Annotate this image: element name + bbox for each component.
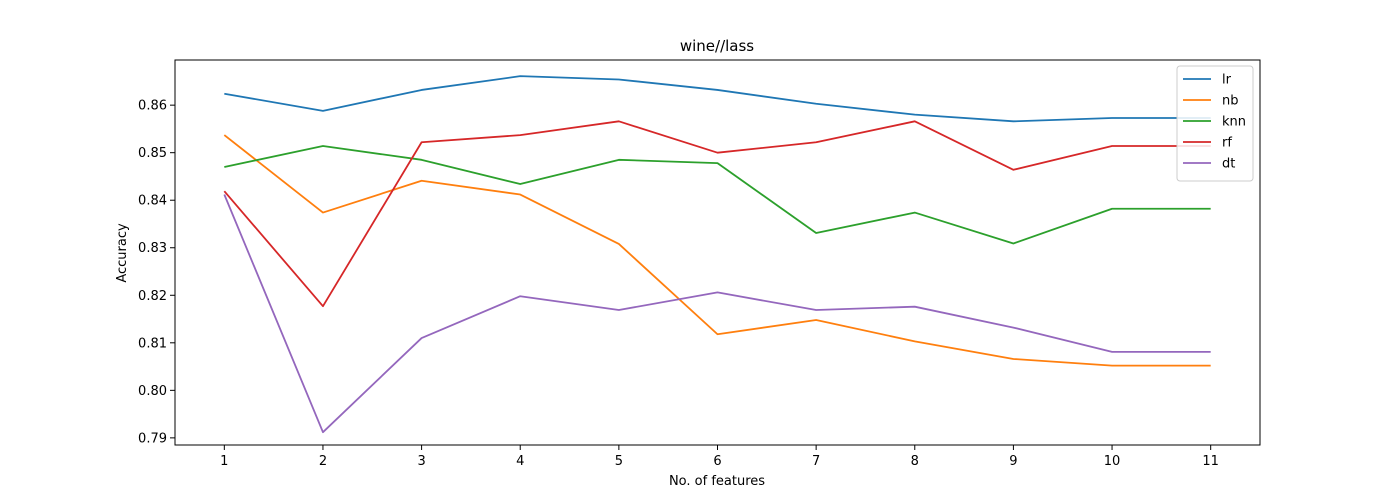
series-line-rf — [223, 120, 1211, 308]
legend: lr nb knn rf dt — [1176, 65, 1254, 182]
legend-label-lr: lr — [1222, 73, 1232, 88]
series-line-nb — [223, 134, 1211, 367]
x-tick-label: 11 — [1202, 454, 1219, 469]
legend-label-knn: knn — [1222, 115, 1246, 130]
x-tick-label: 10 — [1104, 454, 1121, 469]
y-tick-label: 0.86 — [138, 99, 167, 114]
legend-label-dt: dt — [1222, 157, 1235, 172]
x-tick-label: 1 — [220, 454, 228, 469]
x-tick-label: 7 — [812, 454, 820, 469]
y-tick-label: 0.79 — [138, 431, 167, 446]
x-tick-label: 8 — [911, 454, 919, 469]
x-tick-label: 2 — [319, 454, 327, 469]
x-tick-label: 6 — [713, 454, 721, 469]
series-line-dt — [223, 194, 1211, 434]
x-tick-label: 3 — [417, 454, 425, 469]
y-tick-label: 0.81 — [138, 336, 167, 351]
legend-label-nb: nb — [1222, 94, 1239, 109]
y-tick-label: 0.83 — [138, 241, 167, 256]
y-tick-label: 0.80 — [138, 384, 167, 399]
y-tick-label: 0.84 — [138, 194, 167, 209]
x-axis: 1 2 3 4 5 6 7 8 9 10 11 — [220, 445, 1219, 469]
x-tick-label: 5 — [615, 454, 623, 469]
legend-box — [1176, 65, 1254, 182]
series-lines — [223, 75, 1211, 434]
y-tick-label: 0.82 — [138, 289, 167, 304]
series-line-lr — [224, 75, 1211, 123]
x-axis-label: No. of features — [669, 474, 765, 489]
x-tick-label: 9 — [1009, 454, 1017, 469]
series-line-knn — [224, 145, 1211, 245]
x-tick-label: 4 — [516, 454, 524, 469]
y-axis-label: Accuracy — [115, 223, 130, 283]
y-tick-label: 0.85 — [138, 146, 167, 161]
y-axis: 0.79 0.80 0.81 0.82 0.83 0.84 0.85 0.86 — [138, 99, 175, 446]
legend-label-rf: rf — [1222, 136, 1232, 151]
chart-title: wine//lass — [680, 37, 754, 55]
